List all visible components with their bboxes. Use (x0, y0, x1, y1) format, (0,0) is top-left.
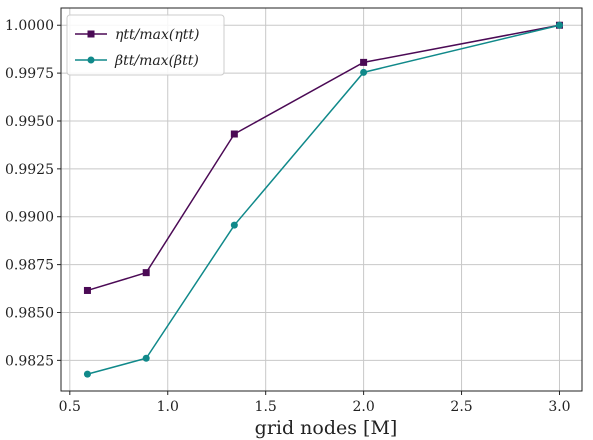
legend-label: βtt/max(βtt) (114, 53, 199, 69)
x-tick-label: 2.5 (450, 399, 472, 415)
grid-lines (61, 8, 582, 391)
plot-series (83, 21, 563, 378)
x-tick-label: 1.5 (255, 399, 277, 415)
legend-item: βtt/max(βtt) (75, 53, 199, 69)
series-2 (83, 21, 563, 378)
data-point (142, 269, 150, 277)
y-axis-ticks: 0.9825 0.9850 0.9875 0.9900 0.9925 0.9950 0.99… (5, 18, 61, 369)
x-tick-label: 3.0 (548, 399, 570, 415)
plot-frame (60, 7, 583, 392)
legend-label: ηtt/max(ηtt) (115, 27, 199, 43)
x-axis-ticks: 0.5 1.0 1.5 2.0 2.5 3.0 (59, 391, 571, 415)
legend-marker (87, 56, 95, 64)
data-point (83, 286, 91, 294)
series-line (87, 24, 560, 375)
legend-marker (87, 30, 95, 38)
y-tick-label: 0.9825 (5, 353, 54, 369)
x-tick-label: 0.5 (59, 399, 81, 415)
y-tick-label: 0.9875 (5, 258, 54, 274)
y-tick-label: 0.9925 (5, 162, 54, 178)
y-tick-label: 0.9950 (5, 114, 54, 130)
x-axis-title: grid nodes [M] (255, 417, 398, 439)
data-point (555, 21, 563, 29)
y-tick-label: 0.9850 (5, 305, 54, 321)
legend: ηtt/max(ηtt) βtt/max(βtt) (66, 14, 225, 76)
data-point (142, 354, 150, 362)
x-tick-label: 1.0 (157, 399, 179, 415)
y-tick-label: 0.9900 (5, 210, 54, 226)
x-tick-label: 2.0 (352, 399, 374, 415)
data-point (360, 68, 368, 76)
data-point (83, 370, 91, 378)
data-point (230, 130, 238, 138)
y-tick-label: 1.0000 (5, 18, 54, 34)
data-point (360, 58, 368, 66)
legend-item: ηtt/max(ηtt) (75, 27, 199, 43)
y-tick-label: 0.9975 (5, 66, 54, 82)
data-point (230, 221, 238, 229)
